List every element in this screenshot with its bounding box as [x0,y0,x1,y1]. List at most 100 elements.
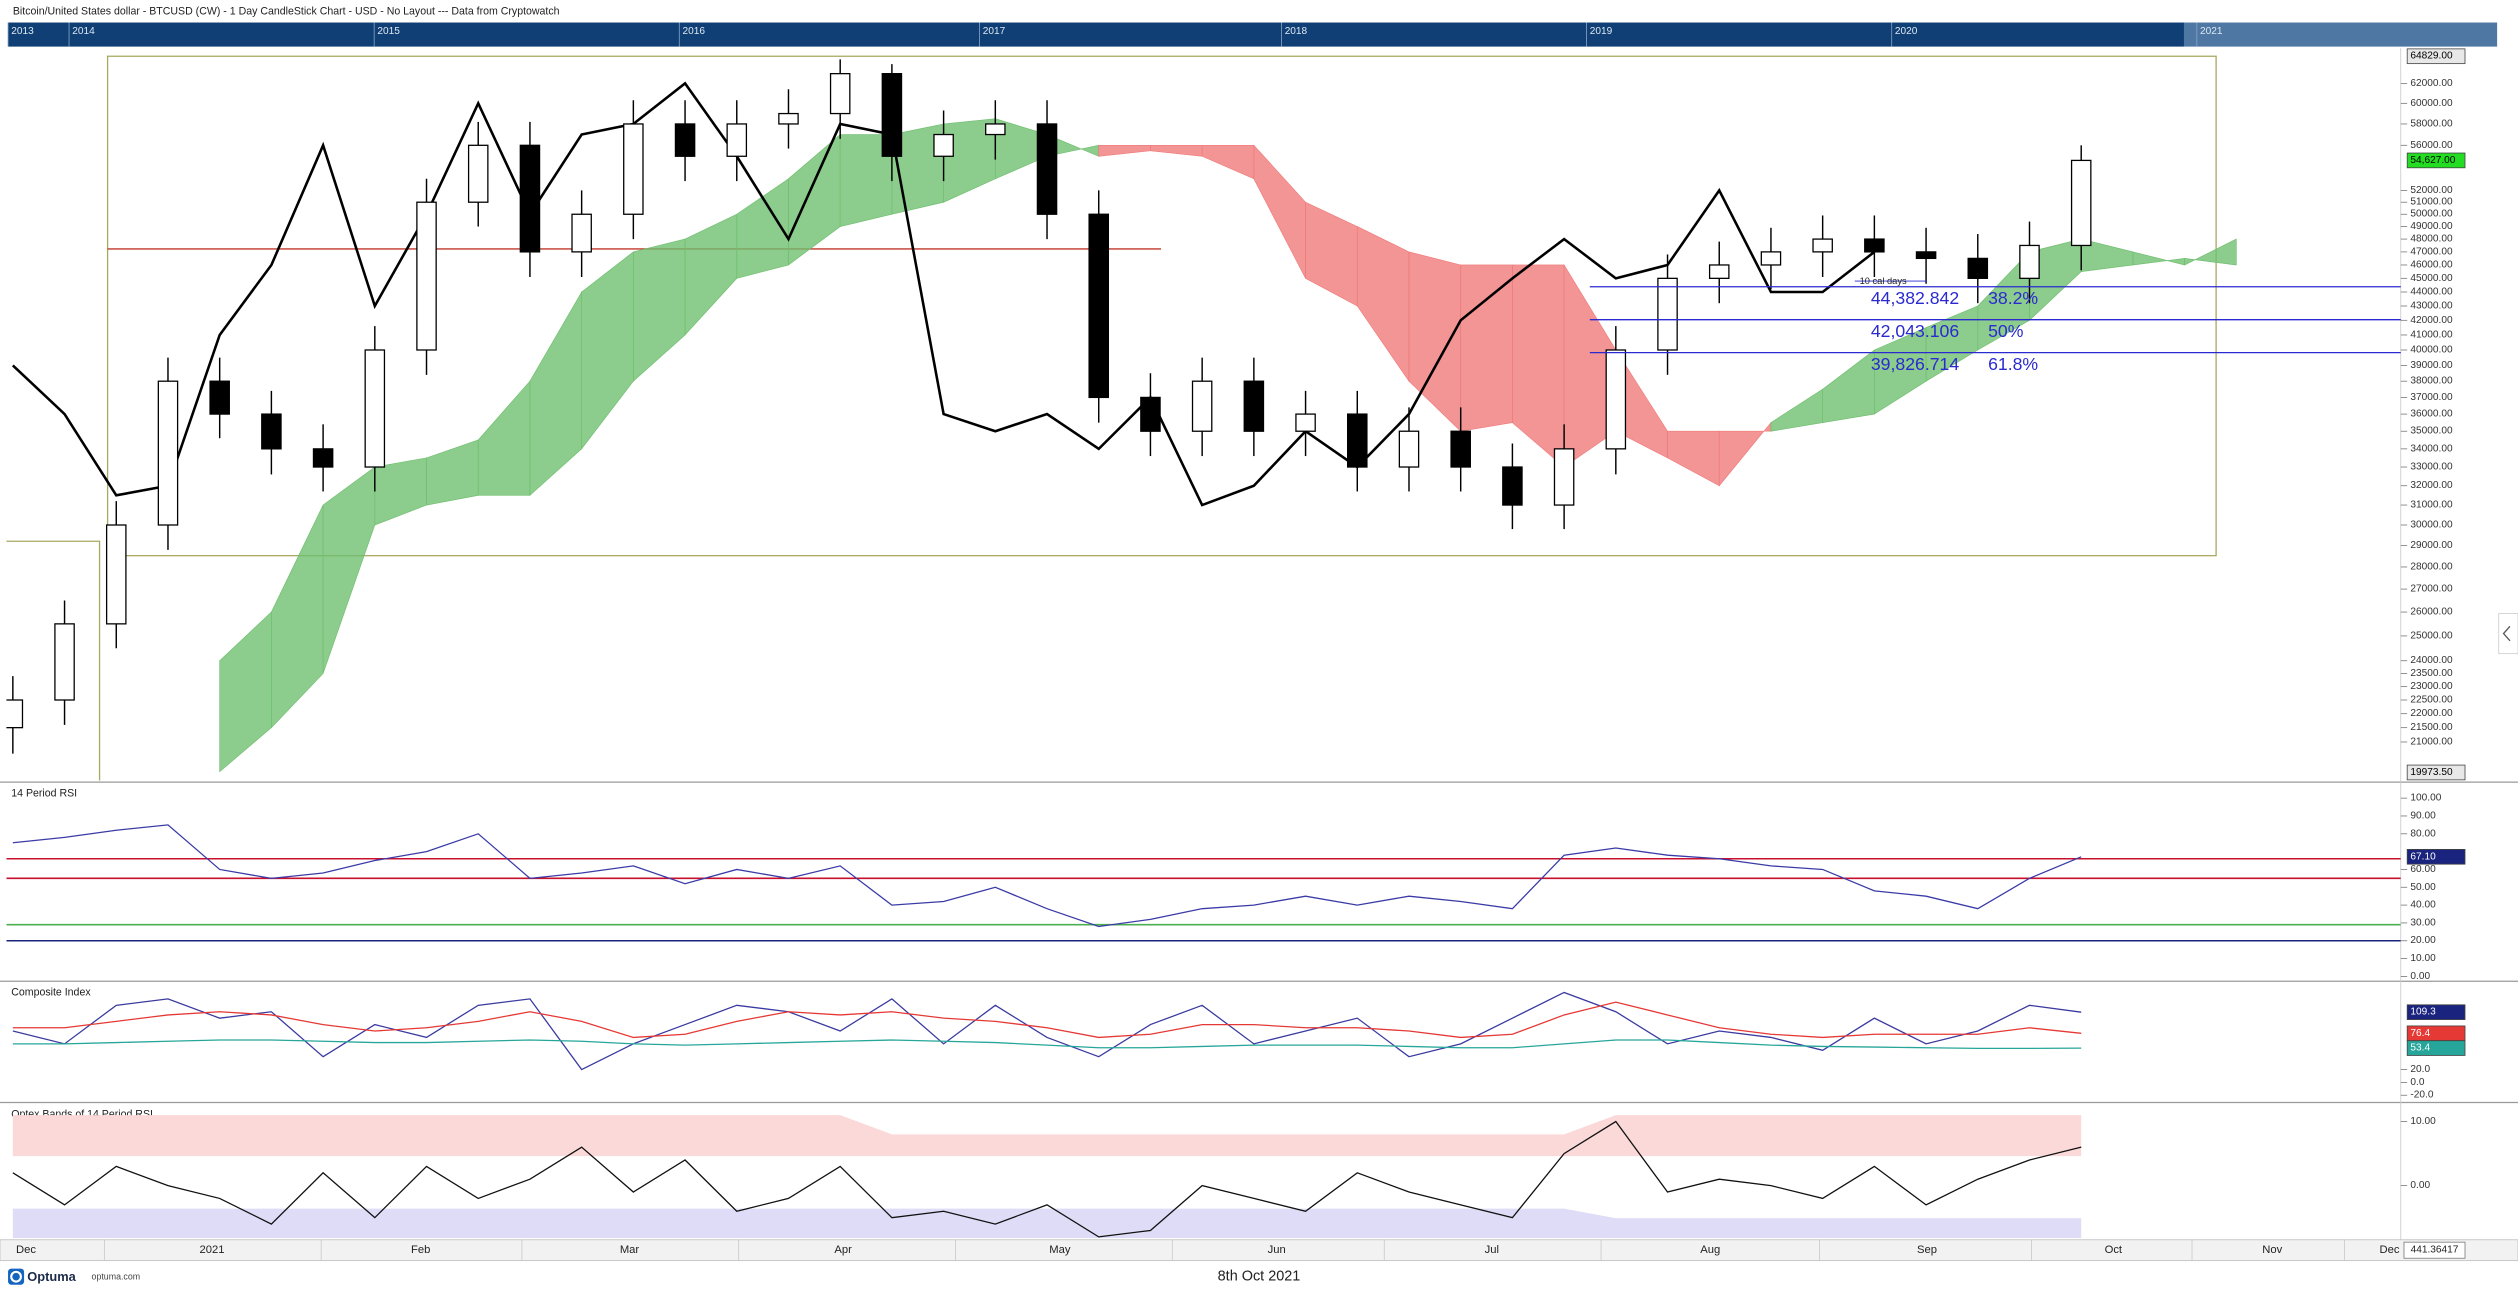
candle-body [623,123,644,215]
y-tick-label: 30000.00 [2410,519,2453,530]
price-label-box [2406,1040,2466,1056]
cloud-segment [1460,264,1513,432]
candle-body [6,699,24,729]
y-tick-label: 0.0 [2410,1077,2424,1088]
y-tick-label: 42000.00 [2410,315,2453,326]
candle-body [1605,349,1627,450]
y-tick-label: 90.00 [2410,810,2436,821]
price-label: 64829.00 [2410,51,2453,62]
x-tick-label: Dec [2380,1244,2400,1256]
panel-layer [6,824,2401,942]
drawing-line[interactable] [6,540,101,781]
y-tick-label: 62000.00 [2410,78,2453,89]
year-label: 2018 [1285,26,1308,37]
candle-body [674,123,696,157]
price-label-box [2406,764,2466,781]
site-link[interactable]: optuma.com [92,1272,141,1282]
y-tick-label: 10.00 [2410,1116,2436,1127]
cursor-box [2403,1241,2466,1259]
candle-body [1088,213,1110,399]
candle-body [1708,264,1730,279]
x-tick-label: Oct [2105,1244,2123,1256]
y-tick-label: 100.00 [2410,793,2441,804]
y-tick-label: 47000.00 [2410,246,2453,257]
price-label: 67.10 [2410,851,2436,862]
y-tick-label: 49000.00 [2410,221,2453,232]
panel-layer [12,991,2082,1071]
series-line [12,1039,2082,1049]
price-label: 76.4 [2410,1028,2430,1039]
price-label-box [2406,152,2466,169]
candle-body [1553,448,1575,506]
collapse-arrow[interactable] [2502,625,2511,642]
y-tick-label: 0.00 [2410,1180,2430,1191]
y-tick-label: 29000.00 [2410,540,2453,551]
y-tick-label: 56000.00 [2410,140,2453,151]
y-tick-label: 10.00 [2410,953,2436,964]
fib-ratio: 61.8% [1988,354,2038,374]
navigator[interactable] [8,22,2184,47]
series-line [12,824,2082,928]
fib-ratio: 38.2% [1988,288,2038,308]
candle-body [364,349,386,468]
band [12,1115,2082,1157]
chart-date: 8th Oct 2021 [1218,1269,1301,1285]
series-line [12,1001,2082,1039]
candle-body [1864,238,1885,253]
panel-layer [12,1115,2082,1239]
candle-body [985,123,1006,136]
candle-body [778,112,799,125]
candle-body [1760,251,1782,266]
y-tick-label: 36000.00 [2410,409,2453,420]
y-tick-label: 28000.00 [2410,561,2453,572]
drawing-box[interactable] [106,55,2217,557]
y-tick-label: 41000.00 [2410,329,2453,340]
y-tick-label: 22000.00 [2410,708,2453,719]
fib-price: 42,043.106 [1871,321,1960,341]
y-tick-label: 60000.00 [2410,98,2453,109]
navigator-window[interactable] [2183,22,2498,47]
y-tick-label: 21000.00 [2410,736,2453,747]
candle-body [881,73,903,157]
candle-body [519,144,541,253]
x-tick-label: Nov [2262,1244,2282,1256]
y-tick-label: 20.0 [2410,1064,2430,1075]
price-label: 109.3 [2410,1007,2436,1018]
y-tick-label: 60.00 [2410,864,2436,875]
candle-body [1191,380,1213,432]
x-tick-label: Apr [834,1244,852,1256]
year-label: 2013 [11,26,34,37]
y-tick-label: 51000.00 [2410,197,2453,208]
price-label-box [2406,849,2466,865]
price-label-box [2406,1004,2466,1020]
candle-body [1657,277,1678,351]
y-tick-label: 24000.00 [2410,655,2453,666]
y-tick-label: 20.00 [2410,935,2436,946]
candle-body [1243,380,1265,432]
candle-body [571,213,592,253]
y-tick-label: 38000.00 [2410,376,2453,387]
y-tick-label: 23500.00 [2410,668,2453,679]
candle-body [54,623,75,701]
y-tick-label: -20.0 [2410,1090,2433,1101]
y-tick-label: 48000.00 [2410,234,2453,245]
cloud-segment [2184,238,2237,266]
x-tick-label: Mar [620,1244,640,1256]
candle-body [209,380,230,415]
year-label: 2021 [2200,26,2223,37]
collapse-button[interactable] [2498,613,2518,655]
y-tick-label: 27000.00 [2410,584,2453,595]
candle-body [1347,413,1368,468]
candle-body [1812,238,1833,253]
window-title: Bitcoin/United States dollar - BTCUSD (C… [13,5,560,17]
logo-mark [10,1270,22,1283]
y-tick-label: 37000.00 [2410,392,2453,403]
x-tick-label: Aug [1700,1244,1720,1256]
x-tick-label: Jul [1485,1244,1499,1256]
candle-body [2070,159,2092,247]
candle-body [467,144,489,203]
y-tick-label: 50.00 [2410,882,2436,893]
